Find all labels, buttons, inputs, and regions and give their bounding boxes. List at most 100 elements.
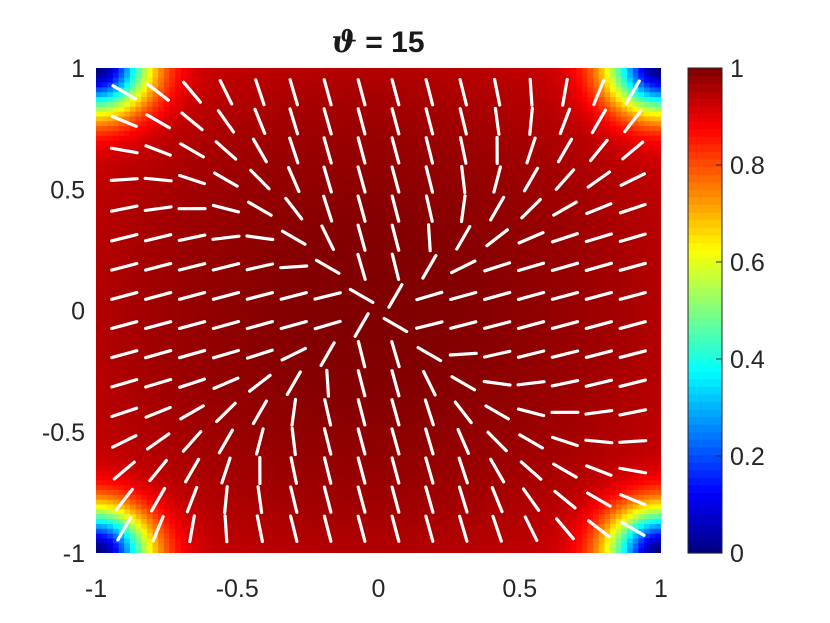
heatmap-cell (237, 519, 244, 525)
heatmap-cell (327, 436, 334, 443)
heatmap-cell (276, 378, 284, 384)
heatmap-cell (169, 121, 176, 127)
heatmap-cell (163, 266, 171, 273)
heatmap-cell (180, 179, 187, 185)
heatmap-cell (129, 140, 137, 147)
heatmap-cell (124, 184, 131, 190)
heatmap-cell (310, 116, 317, 122)
heatmap-cell (220, 165, 227, 171)
heatmap-cell (248, 451, 255, 457)
heatmap-cell (322, 344, 329, 350)
heatmap-cell (180, 363, 187, 370)
heatmap-cell (135, 325, 142, 331)
heatmap-cell (271, 213, 278, 219)
heatmap-cell (271, 131, 278, 137)
heatmap-cell (101, 533, 108, 540)
heatmap-cell (135, 208, 142, 215)
heatmap-cell (293, 334, 300, 341)
heatmap-cell (231, 519, 238, 525)
heatmap-cell (316, 135, 323, 142)
heatmap-cell (192, 194, 199, 200)
heatmap-cell (254, 494, 261, 501)
heatmap-cell (350, 533, 357, 540)
heatmap-cell (180, 257, 187, 263)
heatmap-cell (293, 436, 300, 443)
heatmap-cell (141, 315, 148, 321)
heatmap-cell (197, 276, 204, 282)
heatmap-cell (175, 489, 182, 496)
heatmap-cell (192, 252, 199, 258)
heatmap-cell (209, 315, 216, 321)
heatmap-cell (299, 446, 306, 452)
heatmap-cell (180, 72, 187, 79)
heatmap-cell (316, 169, 323, 176)
heatmap-cell (203, 257, 210, 263)
heatmap-cell (214, 237, 221, 244)
heatmap-cell (333, 494, 340, 501)
heatmap-cell (118, 383, 125, 389)
heatmap-cell (355, 237, 363, 244)
heatmap-cell (367, 223, 374, 229)
heatmap-cell (180, 543, 187, 549)
heatmap-cell (242, 446, 250, 452)
heatmap-cell (141, 528, 148, 535)
heatmap-cell (367, 499, 374, 506)
heatmap-cell (265, 504, 272, 510)
heatmap-cell (327, 519, 334, 525)
heatmap-cell (124, 354, 131, 360)
heatmap-cell (316, 101, 323, 108)
heatmap-cell (225, 426, 233, 433)
heatmap-cell (220, 368, 227, 375)
heatmap-cell (361, 72, 368, 79)
heatmap-cell (231, 480, 238, 486)
heatmap-cell (146, 373, 154, 379)
heatmap-cell (101, 325, 108, 331)
heatmap-cell (350, 242, 357, 249)
heatmap-cell (322, 407, 329, 413)
heatmap-cell (288, 126, 295, 132)
heatmap-cell (271, 494, 278, 501)
heatmap-cell (361, 523, 368, 530)
heatmap-cell (175, 460, 182, 467)
heatmap-cell (220, 523, 227, 530)
heatmap-cell (338, 519, 346, 525)
heatmap-cell (305, 68, 312, 74)
heatmap-cell (101, 82, 108, 88)
heatmap-cell (175, 397, 182, 404)
heatmap-cell (333, 131, 340, 137)
heatmap-cell (293, 194, 300, 200)
heatmap-cell (367, 126, 374, 132)
heatmap-cell (248, 213, 255, 219)
heatmap-cell (180, 485, 187, 491)
heatmap-cell (367, 407, 374, 413)
heatmap-cell (197, 145, 204, 152)
heatmap-cell (355, 436, 363, 443)
heatmap-cell (361, 232, 368, 239)
heatmap-cell (344, 223, 351, 229)
heatmap-cell (209, 538, 216, 544)
heatmap-cell (175, 456, 182, 462)
heatmap-cell (322, 203, 329, 210)
heatmap-cell (124, 368, 131, 375)
heatmap-cell (288, 295, 295, 302)
heatmap-cell (175, 232, 182, 239)
heatmap-cell (333, 266, 340, 273)
heatmap-cell (129, 155, 137, 161)
heatmap-cell (135, 179, 142, 185)
heatmap-cell (124, 441, 131, 447)
heatmap-cell (237, 310, 244, 316)
heatmap-cell (242, 470, 250, 476)
heatmap-cell (124, 543, 131, 549)
heatmap-cell (107, 436, 114, 443)
heatmap-cell (214, 388, 221, 394)
heatmap-cell (338, 121, 346, 127)
heatmap-cell (203, 354, 210, 360)
heatmap-cell (101, 68, 108, 74)
heatmap-cell (282, 184, 289, 190)
heatmap-cell (146, 72, 154, 79)
heatmap-cell (367, 368, 374, 375)
heatmap-cell (124, 339, 131, 346)
heatmap-cell (186, 266, 193, 273)
heatmap-cell (107, 315, 114, 321)
heatmap-cell (265, 140, 272, 147)
